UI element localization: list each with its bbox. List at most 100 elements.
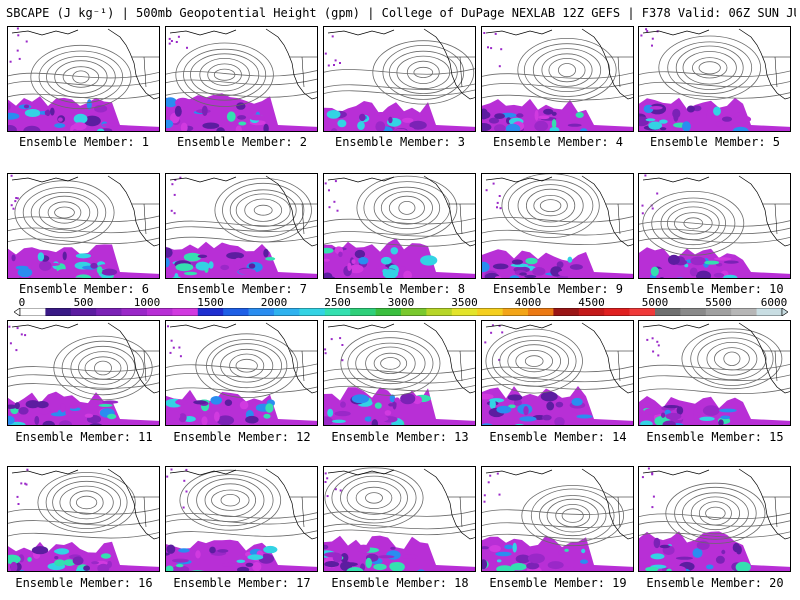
political-border [132,350,159,382]
cape-speck [166,475,169,478]
cape-cell [332,553,343,563]
colorbar-swatch [604,308,630,316]
political-border [606,56,633,88]
cape-cell [374,402,382,409]
height-contour [413,66,434,78]
height-contour [515,349,554,373]
cape-cell [23,104,30,109]
cape-speck [645,28,648,31]
cape-cell [8,554,21,564]
height-contour [517,37,617,103]
coastline [169,468,317,540]
cape-cell [482,261,490,273]
cape-cell [400,393,416,405]
height-contour [674,486,757,540]
cape-cell [239,400,249,410]
cape-cell [682,121,691,131]
height-contour [658,35,761,100]
cape-speck [330,338,333,341]
coastline [642,322,790,394]
height-contour [8,532,159,539]
cape-cell [226,252,244,260]
height-contour [558,63,577,78]
cape-cell [265,257,276,261]
cape-speck [641,204,644,207]
cape-speck [498,65,501,68]
ensemble-map-panel [638,173,791,279]
height-contour [187,474,274,527]
height-contours [166,333,317,399]
height-contour [235,358,258,373]
cape-region [8,391,159,425]
height-contour [195,333,298,399]
cape-speck [25,483,28,486]
cape-cell [501,419,510,424]
cape-speck [10,174,13,177]
cape-cell [571,397,583,406]
ensemble-map [639,467,790,571]
colorbar-max-arrow [781,308,788,316]
coastlines [485,468,633,540]
cape-speck [489,474,492,477]
height-contour [183,48,267,101]
cape-speck [641,476,644,479]
height-contour [507,179,594,232]
cape-cell [482,393,494,400]
coastline [485,175,633,247]
cape-shading [482,472,633,571]
cape-cell [540,391,558,402]
cape-cell [532,267,546,276]
political-border [448,203,475,235]
cape-cell [692,105,702,112]
coastline [327,322,475,394]
ensemble-map [8,322,159,425]
cape-cell [721,116,733,122]
cape-cell [375,121,386,131]
ensemble-member-label: Ensemble Member: 12 [173,430,311,444]
cape-speck [500,48,503,51]
political-border [290,350,317,382]
cape-speck [168,37,171,40]
colorbar-swatch [756,308,783,316]
cape-cell [390,546,396,550]
ensemble-map [639,28,790,131]
cape-speck [324,481,327,483]
height-contour [8,382,159,389]
sbcape-colorbar: 0 500 1000 1500 2000 2500 3000 3500 4000 4500 5000… [14,297,788,319]
height-contour [94,360,112,376]
cape-cell [650,553,665,560]
height-contour [396,55,451,90]
cape-speck [651,473,654,476]
height-contours [166,178,317,243]
cape-speck [487,46,489,49]
cape-cell [378,555,395,559]
height-contours [482,174,633,246]
height-contour [698,61,721,75]
cape-cell [644,407,663,416]
height-contour [546,498,599,533]
political-border [763,203,790,235]
ensemble-map [324,467,475,571]
cape-speck [14,200,17,203]
cape-cell [713,272,725,278]
coastline [11,468,159,540]
cape-cell [575,273,592,278]
cape-speck [651,337,654,340]
height-contours [324,40,475,105]
cape-cell [63,559,76,566]
height-contour [639,236,790,244]
height-contours [639,328,790,395]
cape-cell [172,565,190,571]
cape-cell [699,416,715,421]
cape-shading [166,325,317,425]
height-contours [482,37,633,103]
cape-cell [83,115,101,127]
height-contour [482,533,633,540]
ensemble-map-panel [638,466,791,572]
colorbar-tick-labels: 0 500 1000 1500 2000 2500 3000 3500 4000 4500 5000… [14,297,788,308]
political-border [763,56,790,88]
cape-shading [8,325,159,425]
height-contour [166,518,317,525]
cape-speck [171,183,174,186]
height-contour [675,45,744,90]
